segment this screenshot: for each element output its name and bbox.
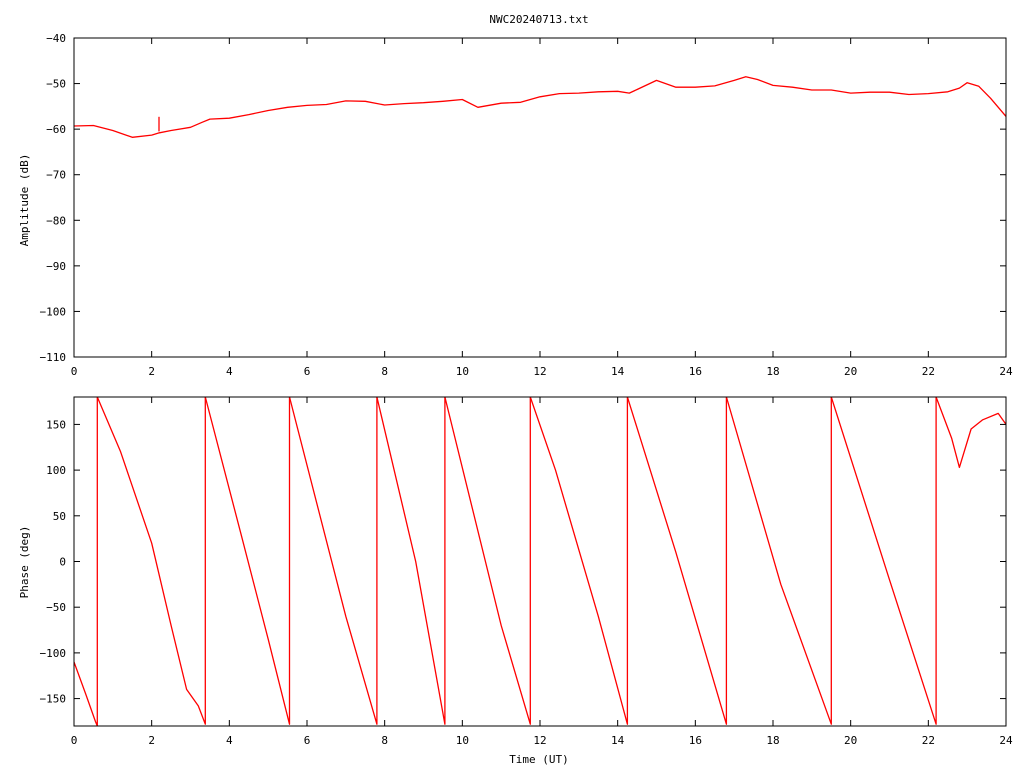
phase-series-6	[626, 397, 728, 725]
amplitude-xtick-label: 10	[456, 365, 469, 378]
amplitude-panel: Amplitude (dB) 0 2 4 6 8 10 12 14 16 18 20 22 24−110…	[18, 32, 1013, 378]
amplitude-xtick-label: 0	[71, 365, 78, 378]
amplitude-xtick-label: 12	[533, 365, 546, 378]
phase-xtick-label: 12	[533, 734, 546, 747]
amplitude-xtick-label: 14	[611, 365, 625, 378]
phase-xtick-label: 6	[304, 734, 311, 747]
amplitude-xtick-label: 6	[304, 365, 311, 378]
amplitude-ytick-label: −110	[40, 351, 67, 364]
phase-ytick-label: 50	[53, 510, 66, 523]
phase-series-2	[288, 397, 378, 725]
amplitude-ytick-label: −70	[46, 169, 66, 182]
phase-ylabel: Phase (deg)	[18, 526, 31, 599]
phase-panel: Phase (deg) Time (UT) 0 2 4 6 8 10 12 14 16 18 20 2…	[18, 396, 1013, 766]
phase-ytick-label: −100	[40, 647, 67, 660]
amplitude-ytick-label: −40	[46, 32, 66, 45]
amplitude-ytick-label: −50	[46, 78, 66, 91]
phase-series-5	[529, 397, 629, 725]
phase-ytick-label: 150	[46, 418, 66, 431]
chart-title: NWC20240713.txt	[489, 13, 588, 26]
amplitude-ytick-label: −100	[40, 305, 67, 318]
phase-series-3	[376, 397, 446, 725]
phase-ytick-label: −150	[40, 693, 67, 706]
phase-xtick-label: 20	[844, 734, 857, 747]
phase-xtick-label: 10	[456, 734, 469, 747]
phase-xtick-label: 18	[766, 734, 779, 747]
phase-xtick-label: 4	[226, 734, 233, 747]
amplitude-xtick-label: 16	[689, 365, 702, 378]
phase-ytick-label: −50	[46, 601, 66, 614]
amplitude-series-0	[74, 76, 1006, 138]
phase-series-9	[935, 397, 1006, 469]
phase-ytick-label: 100	[46, 464, 66, 477]
amplitude-xtick-label: 8	[381, 365, 388, 378]
amplitude-ytick-label: −80	[46, 214, 66, 227]
phase-ytick-label: 0	[59, 556, 66, 569]
amplitude-ytick-label: −90	[46, 260, 66, 273]
amplitude-ylabel: Amplitude (dB)	[18, 154, 31, 247]
phase-xtick-label: 22	[922, 734, 935, 747]
phase-series-0	[74, 397, 206, 726]
phase-series-1	[204, 397, 291, 725]
phase-xtick-label: 14	[611, 734, 625, 747]
phase-xlabel: Time (UT)	[509, 753, 569, 766]
amplitude-xtick-label: 2	[148, 365, 155, 378]
phase-xtick-label: 24	[999, 734, 1013, 747]
amplitude-xtick-label: 24	[999, 365, 1013, 378]
amplitude-xtick-label: 18	[766, 365, 779, 378]
amplitude-ytick-label: −60	[46, 123, 66, 136]
amplitude-xtick-label: 20	[844, 365, 857, 378]
phase-xtick-label: 2	[148, 734, 155, 747]
phase-series-4	[444, 397, 531, 725]
amplitude-xtick-label: 22	[922, 365, 935, 378]
phase-xtick-label: 16	[689, 734, 702, 747]
phase-xtick-label: 0	[71, 734, 78, 747]
phase-series-7	[725, 397, 832, 725]
phase-xtick-label: 8	[381, 734, 388, 747]
amplitude-xtick-label: 4	[226, 365, 233, 378]
phase-series-8	[830, 397, 937, 725]
